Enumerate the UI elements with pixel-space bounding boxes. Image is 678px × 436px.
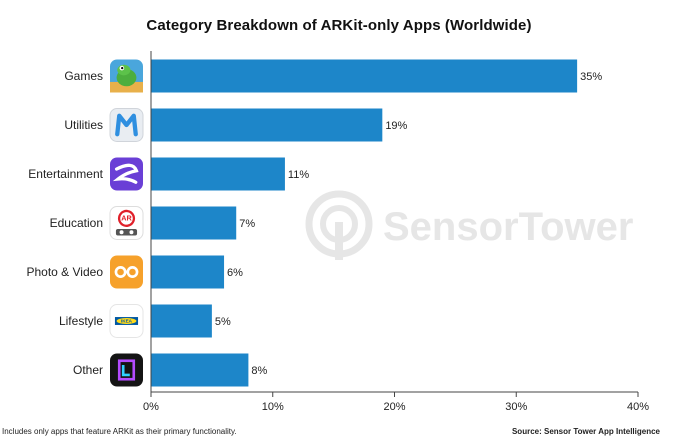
bar-row: Photo & Video 6% xyxy=(26,255,243,289)
bar-row: Other 8% xyxy=(73,353,268,387)
data-label: 8% xyxy=(251,365,267,377)
x-tick-label: 20% xyxy=(383,401,405,413)
category-label: Other xyxy=(73,363,103,377)
crocodile-game-icon xyxy=(110,59,143,93)
category-label: Lifestyle xyxy=(59,314,103,328)
photo-video-face-icon xyxy=(110,255,143,289)
data-label: 5% xyxy=(215,316,231,328)
icon-ar-text: AR xyxy=(121,214,132,223)
icon-ikea-oval xyxy=(116,318,137,324)
icon-robot-eye-left xyxy=(119,230,124,235)
ikea-icon: IKEA xyxy=(109,304,144,338)
icon-ar-badge-inner xyxy=(120,212,133,225)
watermark-wordmark: SensorTower xyxy=(383,205,633,249)
icon-frame-inner xyxy=(121,365,130,377)
watermark-stem xyxy=(335,222,343,260)
source-credit: Source: Sensor Tower App Intelligence xyxy=(511,427,660,436)
x-tick-label: 30% xyxy=(505,401,527,413)
bar xyxy=(151,353,249,387)
bar-row: Entertainment 11% xyxy=(28,157,309,191)
bar xyxy=(151,304,212,338)
footnote: Includes only apps that feature ARKit as… xyxy=(2,427,237,436)
category-label: Games xyxy=(64,69,103,83)
data-label: 19% xyxy=(385,120,407,132)
category-label: Education xyxy=(50,216,103,230)
ar-education-icon: AR xyxy=(109,206,144,240)
bar xyxy=(151,157,285,191)
x-tick-label: 0% xyxy=(143,401,159,413)
x-tick-label: 10% xyxy=(262,401,284,413)
bar xyxy=(151,108,383,142)
bar-row: Utilities 19% xyxy=(64,108,408,142)
x-tick-label: 40% xyxy=(627,401,649,413)
icon-face-bridge xyxy=(124,270,129,274)
bar xyxy=(151,59,578,93)
icon-robot-eye-right xyxy=(129,230,134,235)
watermark-logo: SensorTower xyxy=(305,190,633,260)
category-label: Utilities xyxy=(64,118,103,132)
swoosh-play-icon xyxy=(110,157,143,191)
icon-croc-pupil xyxy=(121,66,124,70)
data-label: 6% xyxy=(227,267,243,279)
category-label: Entertainment xyxy=(28,167,103,181)
chart-title: Category Breakdown of ARKit-only Apps (W… xyxy=(146,17,532,34)
ruler-m-icon xyxy=(109,108,144,142)
bar xyxy=(151,206,237,240)
frame-other-icon xyxy=(110,353,143,387)
data-label: 11% xyxy=(288,169,309,181)
icon-ikea-text: IKEA xyxy=(121,318,133,323)
category-label: Photo & Video xyxy=(26,265,103,279)
bar xyxy=(151,255,225,289)
bar-row: Games 35% xyxy=(64,59,602,93)
icon-robot-base xyxy=(115,228,138,236)
icon-frame-outer xyxy=(117,359,136,381)
data-label: 7% xyxy=(239,218,255,230)
icon-background xyxy=(110,353,143,387)
bar-row: Lifestyle IKEA 5% xyxy=(59,304,231,338)
data-label: 35% xyxy=(580,71,602,83)
bar-row: Education AR 7% xyxy=(50,206,255,240)
icon-ground xyxy=(110,81,143,93)
icon-letter-m xyxy=(115,113,138,137)
icon-croc-head xyxy=(117,64,131,76)
icon-swoosh xyxy=(112,163,139,184)
